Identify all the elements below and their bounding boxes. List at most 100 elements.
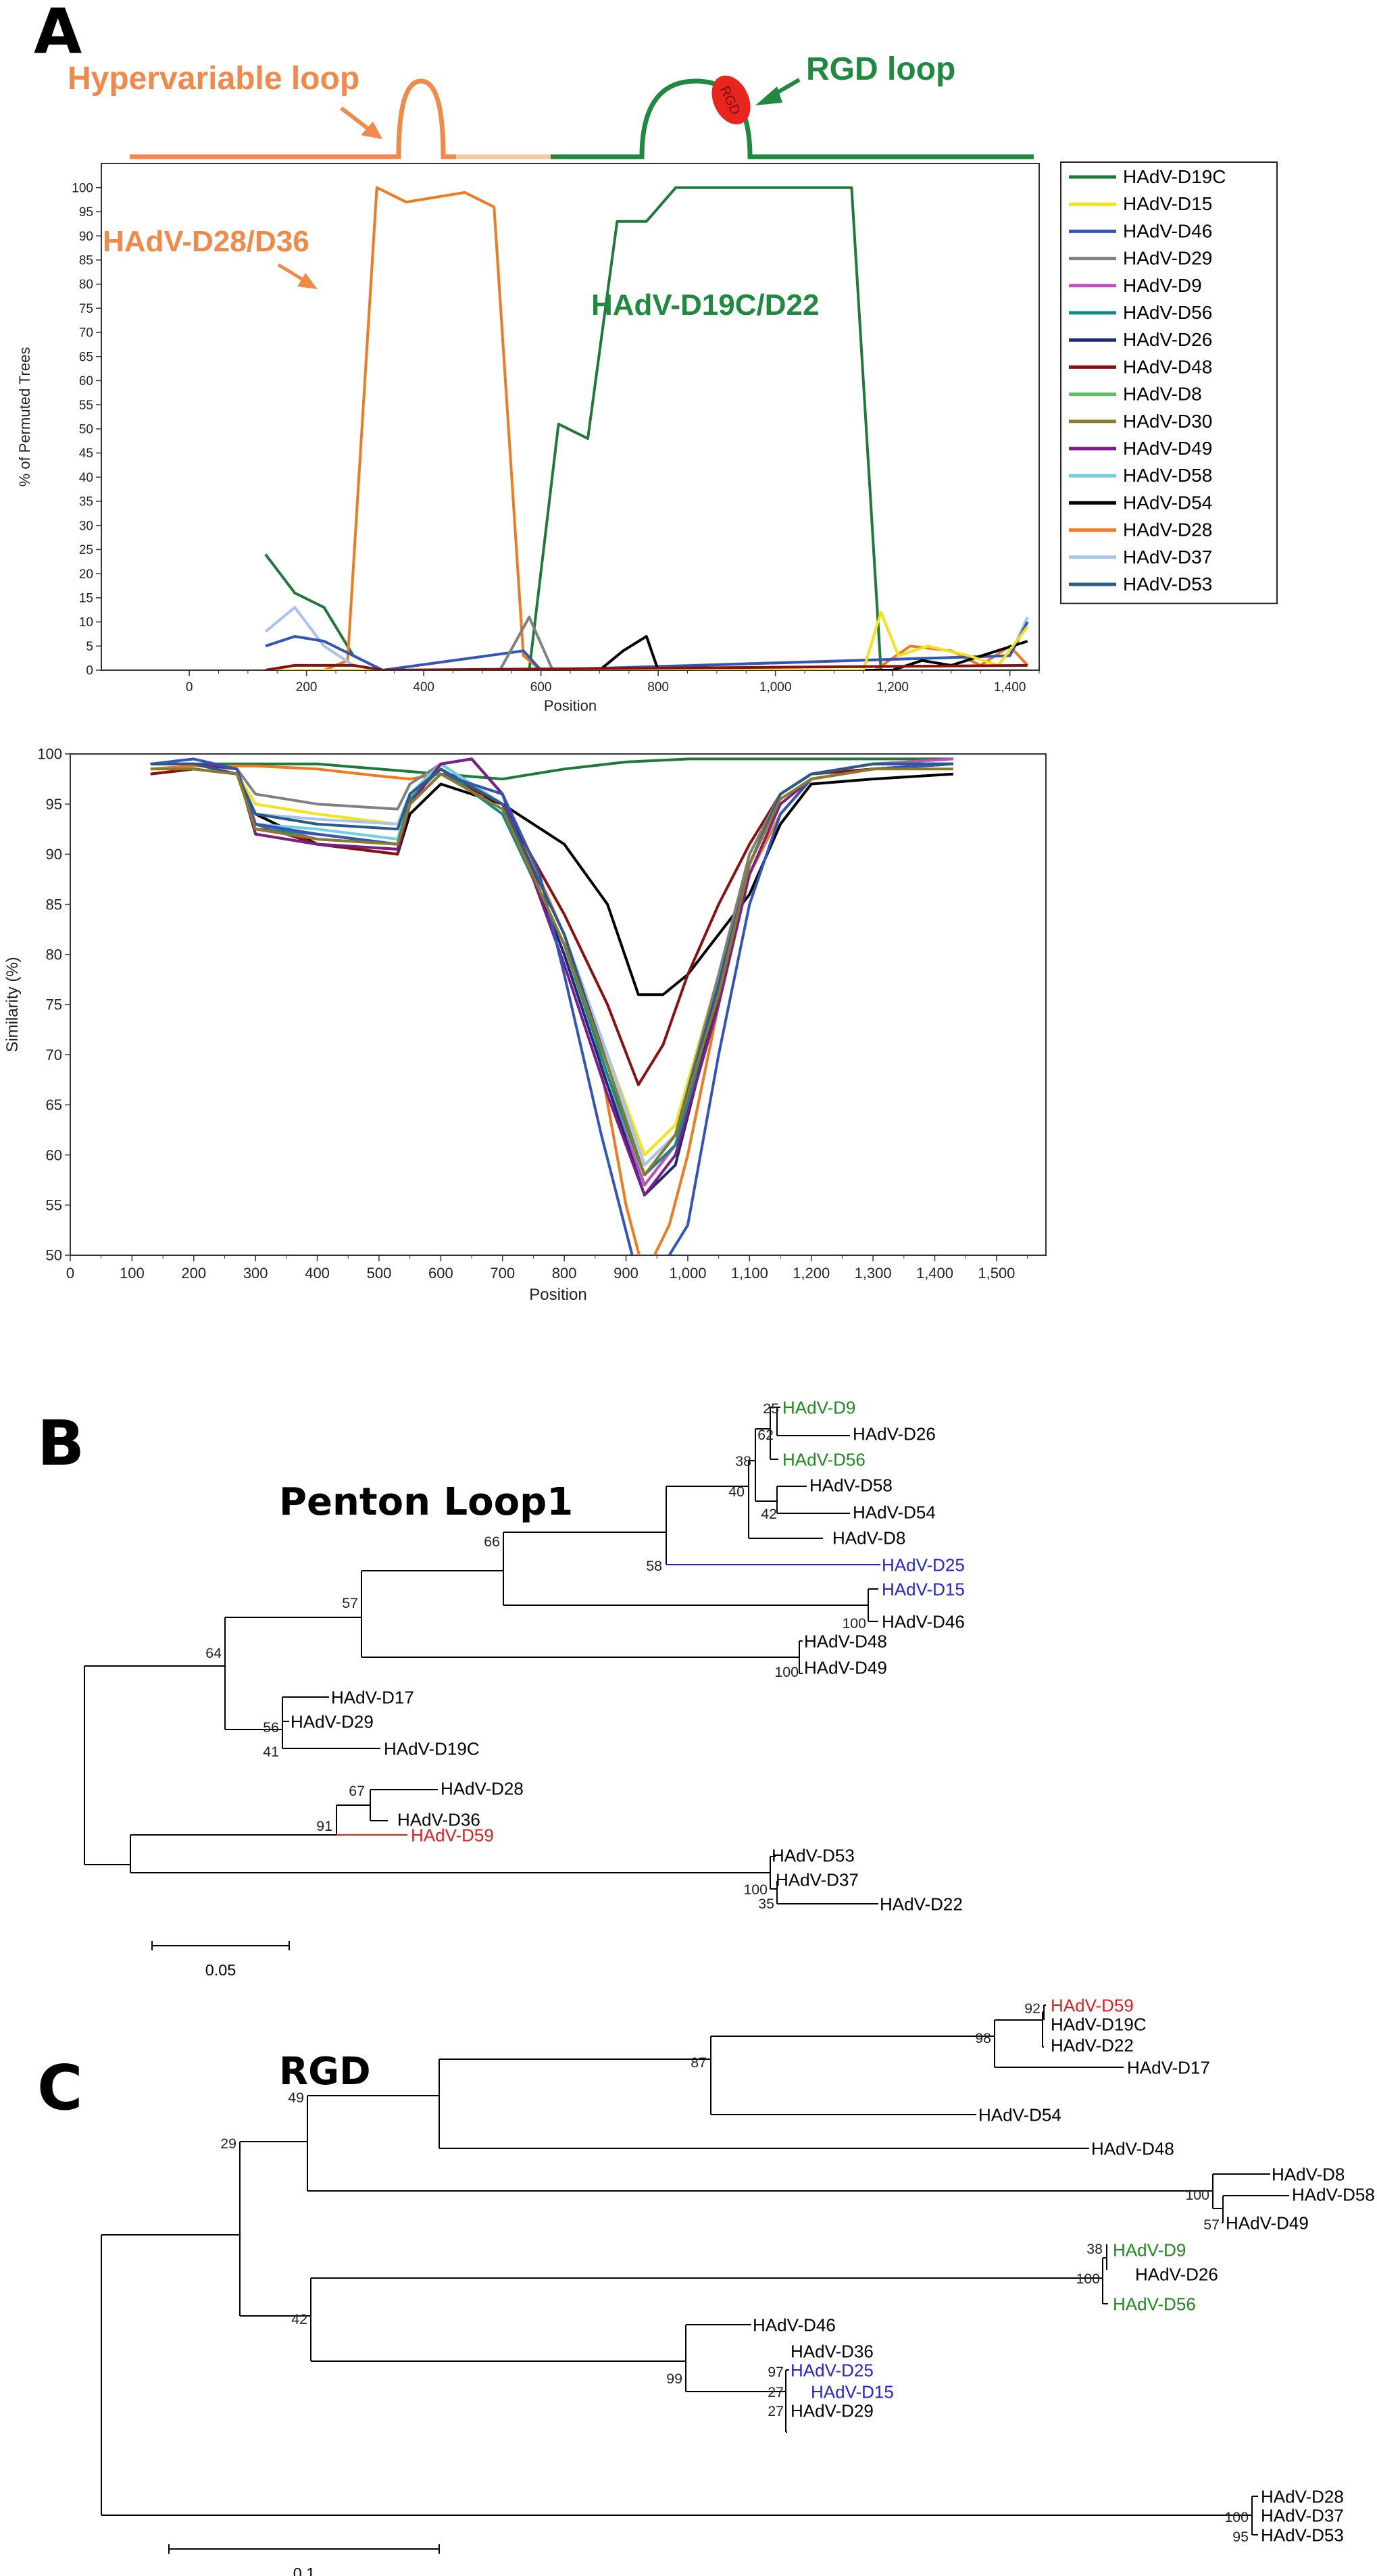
leaf-hadv-d46: HAdV-D46	[882, 1611, 965, 1632]
x-tick-label: 0	[186, 680, 193, 694]
legend-label-hadv-d49: HAdV-D49	[1123, 438, 1212, 459]
y-axis-label: Similarity (%)	[3, 957, 22, 1052]
y-axis-label: % of Permuted Trees	[16, 347, 33, 487]
x-axis-label: Position	[544, 697, 597, 714]
bootstrap-value: 100	[743, 1882, 768, 1898]
x-tick-label: 600	[530, 680, 552, 694]
legend-label-hadv-d15: HAdV-D15	[1123, 193, 1212, 214]
bootstrap-value: 58	[646, 1558, 662, 1574]
panel-b-letter: B	[37, 1407, 84, 1480]
hypervariable-label: Hypervariable loop	[68, 61, 359, 97]
y-tick-label: 20	[79, 567, 93, 582]
rgd-badge	[711, 75, 751, 125]
x-tick-label: 1,400	[994, 680, 1026, 694]
bootstrap-value: 100	[1076, 2271, 1100, 2287]
leaf-hadv-d22: HAdV-D22	[880, 1894, 963, 1914]
x-tick-label: 600	[428, 1265, 453, 1282]
leaf-hadv-d8: HAdV-D8	[832, 1527, 905, 1548]
legend-label-hadv-d9: HAdV-D9	[1123, 275, 1202, 296]
x-tick-label: 400	[305, 1265, 330, 1282]
bootstrap-value: 42	[761, 1506, 777, 1522]
bootstrap-value: 25	[763, 1400, 779, 1417]
hypervariable-arrowhead	[361, 122, 382, 139]
leaf-hadv-d56: HAdV-D56	[782, 1449, 866, 1469]
y-tick-label: 60	[46, 1146, 62, 1163]
legend-label-hadv-d29: HAdV-D29	[1123, 248, 1212, 269]
legend-label-hadv-d19c: HAdV-D19C	[1123, 166, 1226, 187]
y-tick-label: 65	[46, 1096, 62, 1113]
y-tick-label: 45	[79, 447, 93, 461]
leaf-hadv-d49: HAdV-D49	[804, 1657, 887, 1677]
legend-label-hadv-d28: HAdV-D28	[1123, 520, 1212, 540]
leaf-hadv-d56: HAdV-D56	[1113, 2294, 1196, 2314]
leaf-hadv-d59: HAdV-D59	[411, 1825, 494, 1845]
legend: HAdV-D19C HAdV-D15 HAdV-D46 HAdV-D29 HAdV-D9…	[1060, 161, 1278, 605]
leaf-hadv-d9: HAdV-D9	[782, 1397, 855, 1417]
y-tick-label: 90	[79, 230, 93, 244]
x-tick-label: 200	[296, 680, 318, 694]
leaf-hadv-d19c: HAdV-D19C	[384, 1738, 480, 1759]
series-line-hadv-d29	[265, 615, 1028, 670]
series-group	[264, 186, 1029, 670]
rgd-arrowhead	[755, 86, 782, 105]
leaf-hadv-d54: HAdV-D54	[978, 2104, 1061, 2125]
leaf-hadv-d53: HAdV-D53	[772, 1845, 855, 1865]
annotation-d19c-d22: HAdV-D19C/D22	[591, 288, 819, 322]
y-tick-label: 50	[46, 1247, 62, 1264]
hypervariable-segment	[130, 78, 456, 159]
y-tick-label: 85	[79, 254, 93, 268]
x-tick-label: 300	[243, 1265, 268, 1282]
annotation-d28-d36: HAdV-D28/D36	[103, 225, 309, 258]
x-tick-label: 0	[66, 1265, 74, 1282]
scale-bar-label: 0.1	[293, 2565, 316, 2576]
bootstrap-value: 38	[1086, 2241, 1103, 2257]
leaf-hadv-d26: HAdV-D26	[1135, 2264, 1218, 2284]
bootstrap-value: 67	[349, 1783, 365, 1799]
bootstrap-value: 27	[768, 2403, 784, 2419]
y-tick-label: 35	[79, 495, 93, 509]
bootstrap-value: 98	[975, 2030, 991, 2046]
x-tick-label: 400	[413, 680, 434, 694]
bootstrap-value: 95	[1232, 2529, 1249, 2545]
panel-b-title: Penton Loop1	[279, 1480, 573, 1524]
bootstrap-value: 97	[768, 2364, 784, 2380]
scale-bar-label: 0.05	[205, 1961, 236, 1979]
legend-label-hadv-d54: HAdV-D54	[1123, 492, 1212, 513]
y-tick-label: 40	[79, 471, 93, 485]
y-tick-label: 80	[79, 278, 93, 292]
annotation-arrowhead-d28	[297, 273, 318, 289]
y-tick-label: 90	[46, 846, 62, 863]
panel-c-title: RGD	[279, 2050, 371, 2094]
series-line-hadv-d54	[150, 767, 954, 996]
series-line-hadv-d53	[150, 762, 953, 1177]
x-tick-label: 1,200	[876, 680, 909, 694]
series-line-hadv-d28	[265, 186, 1029, 670]
series-line-hadv-d30	[150, 767, 953, 1177]
leaf-hadv-d25: HAdV-D25	[791, 2360, 874, 2380]
leaf-hadv-d36: HAdV-D36	[397, 1809, 480, 1829]
panel-a-letter: A	[34, 0, 82, 68]
y-tick-label: 70	[46, 1046, 62, 1063]
x-tick-label: 1,100	[731, 1265, 768, 1282]
y-tick-label: 70	[79, 326, 93, 340]
bootstrap-value: 57	[342, 1595, 358, 1611]
y-tick-label: 10	[79, 615, 93, 630]
y-tick-label: 30	[79, 519, 93, 533]
x-tick-label: 900	[614, 1265, 639, 1282]
leaf-hadv-d53: HAdV-D53	[1261, 2525, 1344, 2545]
x-tick-label: 100	[120, 1265, 145, 1282]
x-tick-label: 800	[647, 680, 669, 694]
bootstrap-value: 38	[735, 1453, 751, 1469]
bootstrap-value: 100	[774, 1664, 799, 1680]
leaf-hadv-d15: HAdV-D15	[811, 2381, 894, 2402]
y-tick-label: 100	[72, 181, 93, 195]
leaf-hadv-d28: HAdV-D28	[441, 1778, 524, 1798]
series-line-hadv-d54	[265, 635, 1028, 670]
leaf-hadv-d29: HAdV-D29	[291, 1711, 374, 1732]
bootstrap-value: 40	[728, 1484, 745, 1500]
bootstrap-value: 66	[484, 1534, 500, 1550]
series-group	[150, 757, 954, 1255]
legend-label-hadv-d8: HAdV-D8	[1123, 384, 1202, 405]
series-line-hadv-d48	[265, 663, 1028, 670]
series-line-hadv-d19c	[264, 186, 1028, 670]
